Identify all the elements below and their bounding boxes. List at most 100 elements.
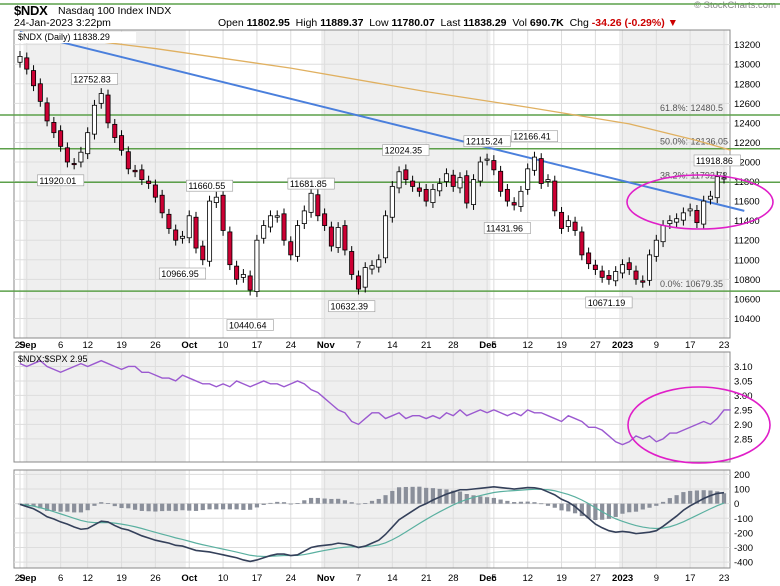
x-tick-label: 14 — [387, 340, 398, 351]
macd-histogram-bar — [572, 503, 578, 514]
price-tick-label: 10800 — [734, 275, 760, 286]
macd-histogram-bar — [688, 490, 693, 504]
annotation-box — [382, 144, 430, 156]
x-tick-label: 21 — [421, 340, 432, 351]
macd-histogram-bar — [17, 503, 23, 505]
trendline — [19, 30, 745, 212]
candle-body — [119, 135, 125, 151]
annotation-label: 12024.35 — [385, 146, 423, 156]
candle-body — [58, 130, 64, 147]
candle-body — [586, 252, 592, 265]
low-label: Low — [369, 17, 389, 29]
annotation-label: 11681.85 — [290, 179, 327, 189]
ratio-tick-label: 3.05 — [734, 376, 753, 387]
macd-histogram-bar — [220, 503, 226, 510]
macd-histogram-bar — [660, 501, 666, 504]
x-tick-label: 17 — [685, 573, 696, 584]
macd-histogram-bar — [620, 503, 625, 514]
macd-histogram-bar — [471, 495, 476, 504]
ohlc-bar: Open 11802.95 High 11889.37 Low 11780.07… — [218, 17, 678, 29]
x-tick-label: 17 — [252, 340, 263, 351]
macd-histogram-bar — [681, 492, 686, 504]
macd-histogram-bar — [51, 503, 56, 511]
fib-level-label: 61.8%: 12480.5 — [660, 103, 723, 113]
macd-histogram-bar — [160, 503, 165, 512]
price-tick-label: 12000 — [734, 158, 760, 169]
macd-tick-label: -300 — [734, 543, 753, 554]
candle-body — [667, 220, 673, 225]
candle-body — [17, 56, 23, 63]
macd-histogram-bar — [694, 490, 700, 504]
macd-histogram-bar — [65, 503, 70, 512]
x-tick-label: Nov — [317, 573, 336, 584]
annotation-label: 10671.19 — [588, 298, 626, 308]
macd-histogram-bar — [613, 503, 618, 517]
x-tick-label: 19 — [556, 573, 567, 584]
macd-histogram-bar — [295, 503, 300, 504]
annotation-box — [226, 319, 274, 331]
price-legend: $NDX (Daily) 11838.29 — [18, 32, 110, 42]
macd-histogram-bar — [227, 503, 232, 510]
macd-histogram-bar — [92, 503, 97, 506]
open-value: 11802.95 — [246, 17, 290, 29]
price-tick-label: 12400 — [734, 118, 760, 129]
macd-histogram-bar — [241, 503, 246, 510]
macd-histogram-bar — [383, 495, 388, 504]
candle-body — [261, 225, 267, 239]
macd-histogram-bar — [132, 503, 138, 510]
candle-body — [437, 183, 443, 192]
chg-value: -34.26 (-0.29%) — [591, 17, 665, 29]
macd-histogram-bar — [166, 503, 172, 511]
x-tick-label: 24 — [286, 573, 297, 584]
macd-histogram-bar — [248, 503, 253, 510]
datetime-label: 24-Jan-2023 3:22pm — [14, 17, 111, 29]
macd-histogram-bar — [424, 487, 429, 504]
candle-body — [349, 251, 355, 275]
candle-body — [687, 208, 693, 212]
x-tick-label: Sep — [19, 340, 37, 351]
macd-histogram-bar — [674, 495, 679, 504]
macd-histogram-bar — [579, 503, 584, 517]
macd-frame — [13, 469, 731, 569]
macd-histogram-bar — [586, 503, 591, 519]
candle-body — [660, 225, 666, 243]
macd-histogram-bar — [552, 503, 557, 508]
candle-body — [443, 173, 449, 182]
macd-histogram-bar — [708, 490, 713, 504]
candle-body — [498, 170, 504, 192]
x-tick-label: 17 — [252, 573, 263, 584]
candle-body — [166, 213, 172, 229]
candle-body — [78, 151, 84, 163]
macd-histogram-bar — [173, 503, 178, 512]
candle-body — [511, 202, 517, 206]
x-tick-label: Dec — [479, 340, 496, 351]
macd-histogram-bar — [593, 503, 598, 521]
macd-histogram-bar — [518, 501, 524, 504]
macd-histogram-bar — [566, 503, 571, 512]
macd-histogram-bar — [126, 503, 131, 509]
x-tick-label: 12 — [522, 573, 533, 584]
x-tick-label: 5 — [491, 340, 496, 351]
macd-histogram-bar — [525, 501, 530, 504]
ratio-tick-label: 2.95 — [734, 405, 753, 416]
macd-histogram-bar — [451, 490, 456, 504]
macd-tick-label: -200 — [734, 528, 753, 539]
candle-body — [220, 194, 226, 231]
ratio-legend: $NDX:$SPX 2.95 — [18, 354, 88, 364]
annotation-label: 12115.24 — [466, 137, 503, 147]
candle-body — [247, 275, 253, 291]
candle-body — [288, 241, 294, 256]
price-tick-label: 11200 — [734, 236, 760, 247]
macd-histogram-bar — [376, 498, 381, 504]
candle-body — [410, 180, 416, 187]
candle-body — [389, 186, 395, 218]
macd-histogram-bar — [484, 497, 490, 504]
watermark: © StockCharts.com — [694, 0, 776, 11]
price-tick-label: 11400 — [734, 216, 760, 227]
candle-body — [647, 254, 653, 281]
macd-histogram-bar — [187, 503, 192, 511]
macd-tick-label: 0 — [734, 499, 739, 510]
x-tick-label: 9 — [654, 573, 659, 584]
